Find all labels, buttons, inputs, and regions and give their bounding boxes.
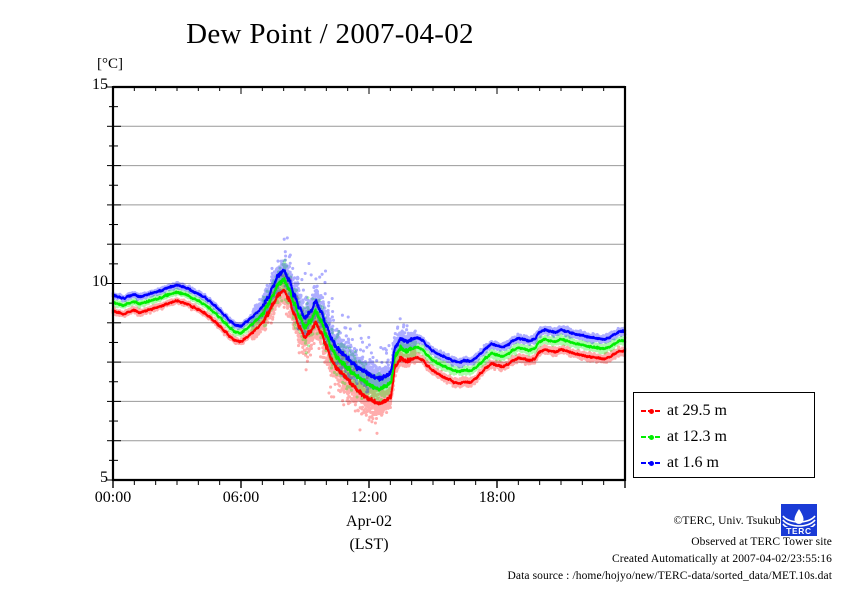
line-at-1.6-m <box>111 268 626 382</box>
legend-label: at 1.6 m <box>667 454 719 471</box>
y-axis-unit-label: [°C] <box>97 56 123 72</box>
legend-item-12-3m[interactable]: at 12.3 m <box>641 427 727 447</box>
legend-swatch-blue <box>641 457 661 469</box>
line-at-29.5-m <box>111 288 626 406</box>
legend-swatch-red <box>641 405 661 417</box>
footer-copyright: ©TERC, Univ. Tsukuba <box>673 515 786 527</box>
x-tick-label: 12:00 <box>350 489 388 506</box>
footer-created-at: Created Automatically at 2007-04-02/23:5… <box>612 553 832 565</box>
footer-data-source: Data source : /home/hojyo/new/TERC-data/… <box>507 570 832 582</box>
x-axis-caption-timezone: (LST) <box>349 536 389 553</box>
legend-swatch-green <box>641 431 661 443</box>
footer-observed-at: Observed at TERC Tower site <box>691 536 832 548</box>
x-tick-label: 06:00 <box>222 489 260 506</box>
x-tick-label: 00:00 <box>94 489 132 506</box>
chart-title: Dew Point / 2007-04-02 <box>186 18 474 50</box>
svg-text:TERC: TERC <box>786 526 812 536</box>
y-tick-label: 10 <box>92 272 108 290</box>
x-axis-caption-date: Apr-02 <box>346 513 392 530</box>
line-at-12.3-m <box>111 277 626 392</box>
y-tick-labels: 5 10 15 <box>72 0 108 595</box>
legend: at 29.5 m at 12.3 m at 1.6 m <box>633 392 815 478</box>
x-tick-label: 18:00 <box>478 489 516 506</box>
terc-logo: TERC <box>781 504 817 536</box>
y-tick-label: 5 <box>100 469 108 486</box>
legend-item-29-5m[interactable]: at 29.5 m <box>641 401 727 421</box>
scatter-at-1.6-m <box>111 236 627 394</box>
legend-item-1-6m[interactable]: at 1.6 m <box>641 453 719 473</box>
legend-label: at 12.3 m <box>667 428 727 445</box>
legend-label: at 29.5 m <box>667 402 727 419</box>
y-tick-label: 15 <box>92 76 108 93</box>
